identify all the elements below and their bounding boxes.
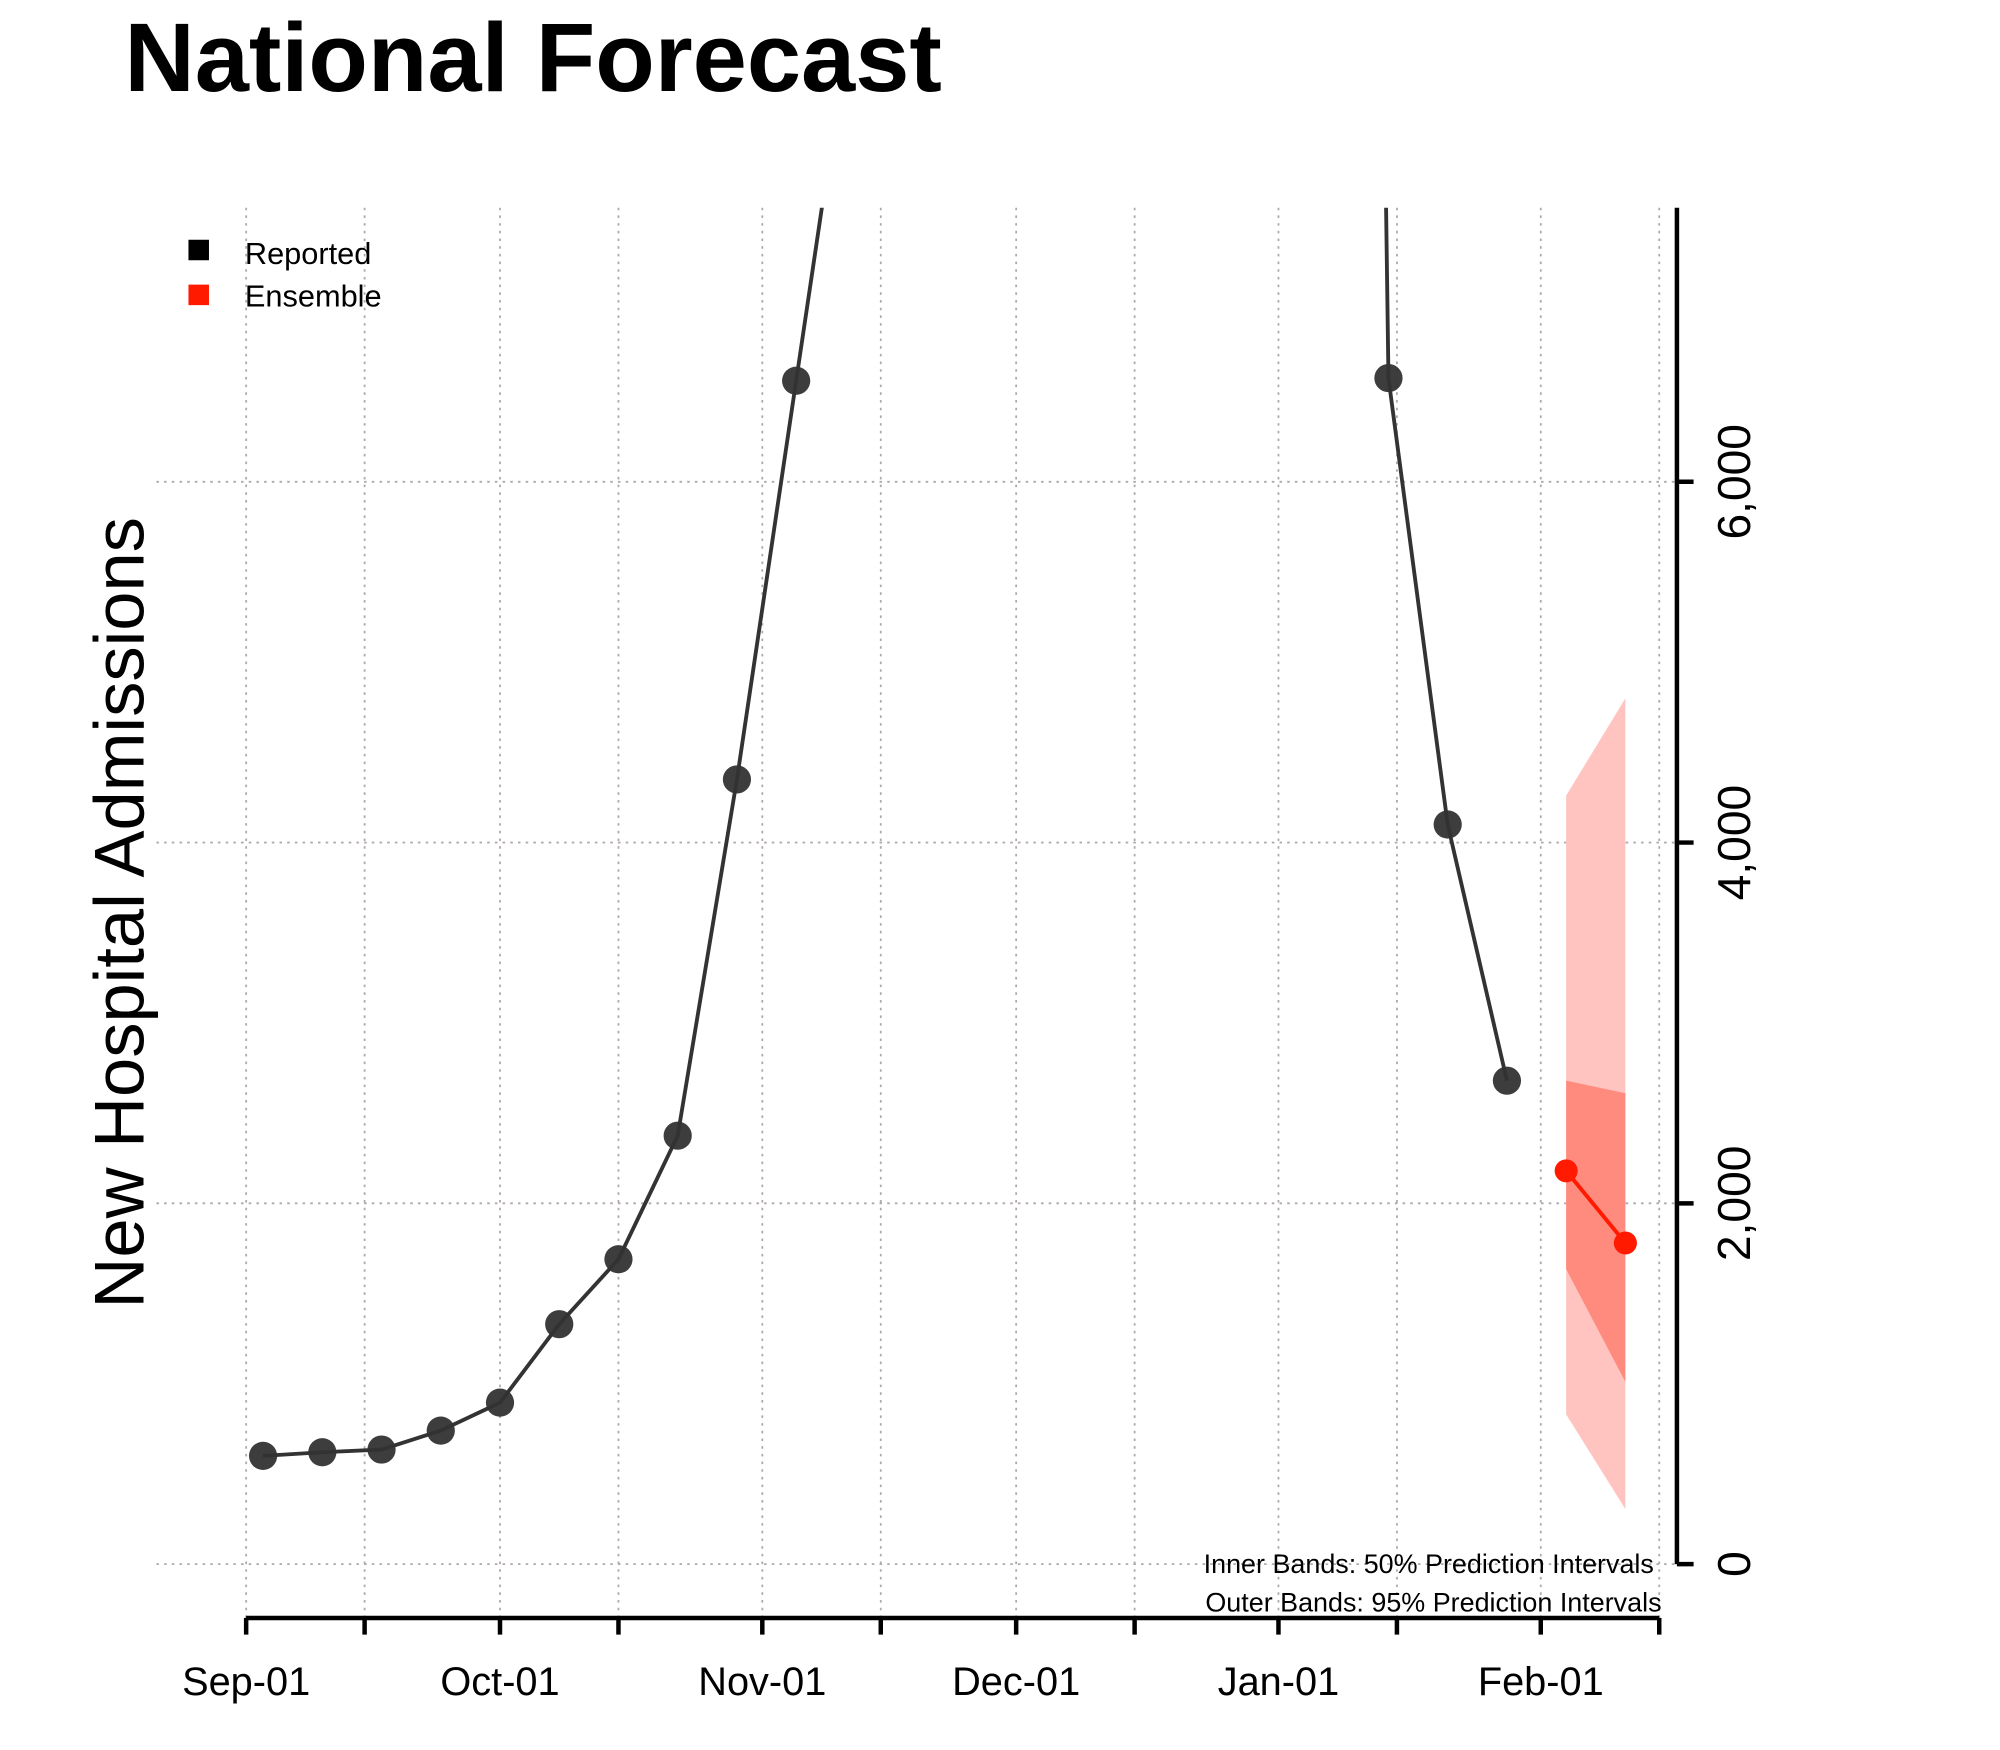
y-tick-label: 6,000 [1708,424,1760,539]
series-points [248,363,1637,1470]
ensemble-median-line [1564,1169,1627,1245]
legend: Reported Ensemble [188,236,382,313]
reported-point [426,1416,455,1445]
reported-point [1433,810,1462,839]
y-axis-label: New Hospital Admissions [80,517,159,1308]
axes: 0 2,000 4,000 6,000 Sep-01 Oct-01 Nov-01 Dec-01… [182,207,1760,1704]
reported-point [1374,363,1403,393]
legend-swatch-ensemble [188,284,209,306]
legend-label-reported: Reported [245,236,371,271]
y-tick-label: 2,000 [1708,1146,1760,1261]
series-lines [262,207,1627,1458]
gridlines [156,207,1677,1618]
x-tick-label: Oct-01 [440,1660,559,1704]
inner-prediction-band [1566,1080,1626,1382]
ensemble-point [1554,1159,1578,1183]
legend-label-ensemble: Ensemble [245,278,382,313]
reported-point [1492,1066,1522,1095]
reported-point [604,1245,633,1274]
reported-point [663,1121,692,1150]
x-tick-label: Sep-01 [182,1660,310,1704]
x-tick-label: Feb-01 [1478,1660,1604,1704]
reported-point [485,1388,515,1417]
legend-swatch-reported [188,239,209,261]
prediction-bands [1566,698,1626,1510]
reported-point [248,1441,278,1470]
reported-point [782,366,811,395]
reported-point [367,1435,396,1464]
chart-title: National Forecast [124,3,941,112]
reported-point [722,765,752,794]
x-tick-label: Nov-01 [698,1660,826,1704]
ensemble-point [1613,1231,1637,1255]
y-tick-label: 0 [1708,1551,1760,1577]
y-tick-label: 4,000 [1708,785,1760,900]
x-tick-label: Jan-01 [1218,1660,1340,1704]
annotation-outer-bands: Outer Bands: 95% Prediction Intervals [1205,1588,1661,1618]
reported-point [545,1310,574,1339]
reported-point [308,1438,337,1467]
reported-line [262,207,824,1458]
x-tick-label: Dec-01 [952,1660,1080,1704]
reported-line [1384,207,1509,1082]
annotation-inner-bands: Inner Bands: 50% Prediction Intervals [1204,1549,1654,1579]
